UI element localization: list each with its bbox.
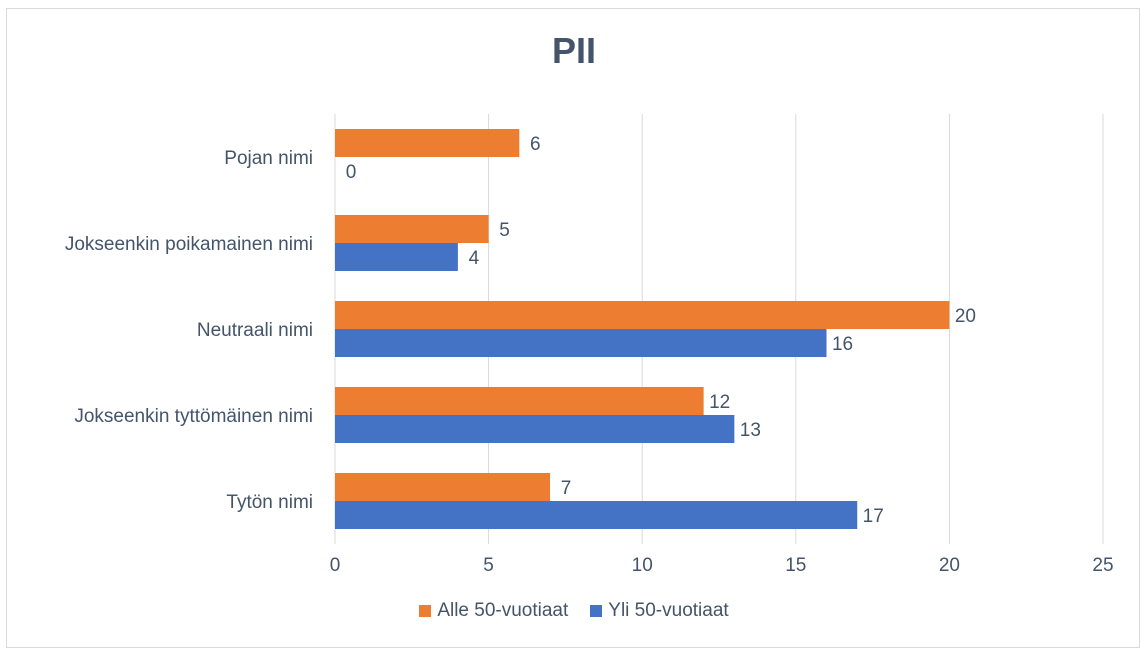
- bars: [335, 129, 950, 529]
- data-label: 13: [740, 420, 761, 441]
- legend-label: Yli 50-vuotiaat: [608, 600, 729, 621]
- x-tick-label: 10: [632, 555, 653, 576]
- legend: Alle 50-vuotiaat Yli 50-vuotiaat: [0, 600, 1148, 622]
- x-tick-label: 25: [1092, 555, 1113, 576]
- category-label: Jokseenkin poikamainen nimi: [65, 234, 313, 255]
- data-label: 17: [863, 506, 884, 527]
- bar-alle-50: [335, 387, 704, 415]
- data-label: 0: [346, 162, 357, 183]
- labels: 0 5 10 15 20 25 Pojan nimi 6 0 Jokseenkin poikama…: [65, 134, 1114, 576]
- bar-alle-50: [335, 473, 551, 501]
- legend-swatch: [419, 605, 432, 617]
- category-label: Jokseenkin tyttömäinen nimi: [74, 406, 313, 427]
- legend-item: Yli 50-vuotiaat: [590, 600, 729, 622]
- data-label: 12: [709, 392, 730, 413]
- bar-alle-50: [335, 129, 520, 157]
- data-label: 5: [499, 220, 510, 241]
- legend-label: Alle 50-vuotiaat: [437, 600, 569, 621]
- category-label: Neutraali nimi: [197, 320, 313, 341]
- data-label: 6: [530, 134, 541, 155]
- legend-item: Alle 50-vuotiaat: [419, 600, 568, 622]
- data-label: 20: [955, 306, 976, 327]
- bar-yli-50: [335, 415, 735, 443]
- category-label: Pojan nimi: [224, 148, 313, 169]
- bar-yli-50: [335, 329, 827, 357]
- x-tick-label: 5: [483, 555, 494, 576]
- data-label: 4: [469, 248, 480, 269]
- chart-title: PII: [551, 30, 596, 71]
- bar-yli-50: [335, 501, 858, 529]
- bar-yli-50: [335, 243, 458, 271]
- x-tick-label: 15: [785, 555, 806, 576]
- bar-alle-50: [335, 215, 489, 243]
- x-tick-label: 20: [939, 555, 960, 576]
- bar-alle-50: [335, 301, 950, 329]
- category-label: Tytön nimi: [226, 492, 313, 513]
- data-label: 16: [832, 334, 853, 355]
- data-label: 7: [561, 478, 572, 499]
- x-tick-label: 0: [330, 555, 341, 576]
- legend-swatch: [590, 605, 603, 617]
